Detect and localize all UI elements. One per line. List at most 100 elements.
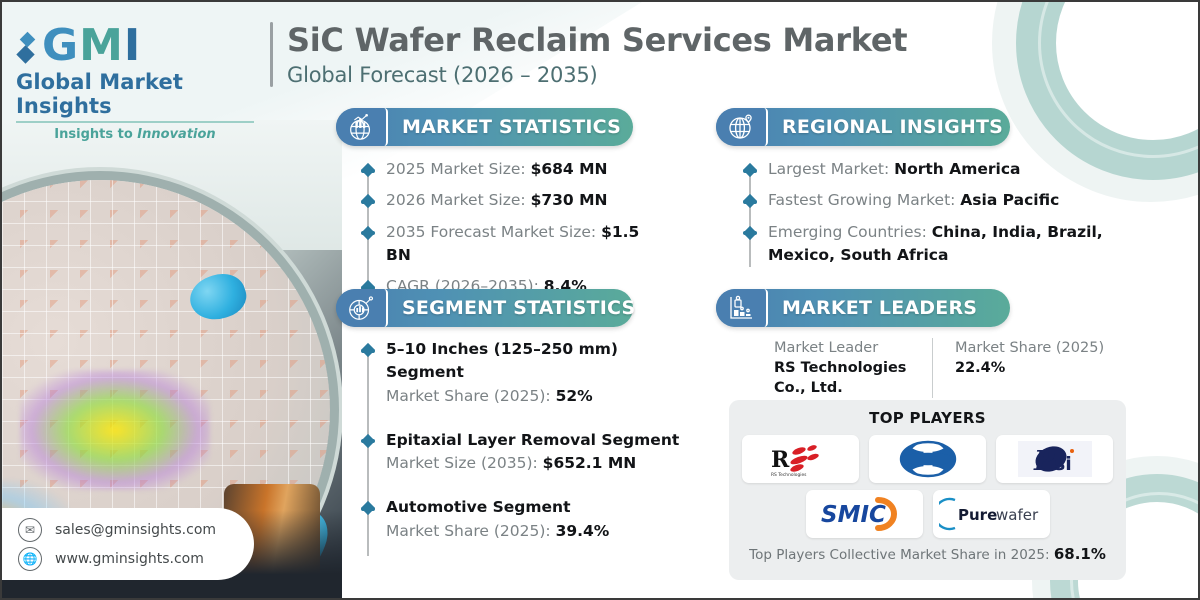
section-header-segment-statistics: SEGMENT STATISTICS (336, 289, 635, 327)
psi-logo[interactable]: P si (996, 435, 1113, 483)
regional-insights-list: Largest Market: North America Fastest Gr… (742, 158, 1122, 275)
item-value: China, India, Brazil, Mexico, South Afri… (768, 222, 1103, 264)
top-players-grid: R RS Technologies (729, 435, 1126, 538)
diamond-bullet-icon (360, 193, 376, 209)
svg-text:Pure: Pure (958, 506, 997, 524)
item-heading: 5–10 Inches (125–250 mm) Segment (386, 340, 618, 382)
list-item: Fastest Growing Market: Asia Pacific (742, 189, 1122, 212)
contact-email-row[interactable]: ✉ sales@gminsights.com (18, 517, 254, 542)
item-label: Fastest Growing Market: (768, 191, 961, 210)
gmi-logo-mark: G M I (16, 24, 266, 68)
diamond-bullet-icon (360, 162, 376, 178)
tagline-italic: Innovation (137, 127, 216, 142)
item-value: Asia Pacific (960, 191, 1060, 210)
section-header-market-statistics: MARKET STATISTICS (336, 108, 633, 146)
svg-text:wafer: wafer (996, 506, 1039, 524)
donut-chart-icon (336, 289, 388, 327)
item-label: 2035 Forecast Market Size: (386, 222, 602, 241)
section-header-regional-insights: REGIONAL INSIGHTS (716, 108, 1010, 146)
item-value: $730 MN (530, 191, 608, 210)
item-heading: Epitaxial Layer Removal Segment (386, 430, 680, 449)
svg-text:P: P (1033, 446, 1055, 477)
market-leader-name: RS Technologies Co., Ltd. (774, 360, 907, 396)
item-value: $684 MN (530, 160, 608, 178)
market-share-value: 22.4% (955, 360, 1006, 377)
contact-website-row[interactable]: 🌐 www.gminsights.com (18, 546, 254, 571)
timeline-rail (749, 166, 751, 267)
market-leader-summary: Market Leader RS Technologies Co., Ltd. … (774, 338, 1122, 399)
segment-statistics-list: 5–10 Inches (125–250 mm) Segment Market … (360, 338, 690, 564)
market-leader-column: Market Leader RS Technologies Co., Ltd. (774, 338, 914, 398)
contact-website[interactable]: www.gminsights.com (55, 550, 204, 567)
section-label: MARKET STATISTICS (402, 116, 622, 138)
logo-letter-i: I (123, 20, 140, 71)
market-share-caption: Market Share (2025) (955, 340, 1105, 356)
item-heading: Automotive Segment (386, 498, 571, 517)
diamond-bullet-icon (360, 433, 376, 449)
logo-letter-m: M (79, 20, 123, 71)
item-label: 2026 Market Size: (386, 191, 531, 210)
logo-divider (16, 121, 254, 123)
timeline-rail (367, 346, 369, 556)
list-item: Largest Market: North America (742, 158, 1122, 181)
wafer-iridescence-a (20, 370, 210, 490)
item-label: Largest Market: (768, 160, 895, 178)
purewafer-logo[interactable]: Pure wafer (932, 490, 1050, 538)
market-share-column: Market Share (2025) 22.4% (932, 338, 1122, 399)
envelope-icon: ✉ (18, 517, 42, 542)
contact-block: ✉ sales@gminsights.com 🌐 www.gminsights.… (2, 508, 254, 580)
collective-share-value: 68.1% (1053, 545, 1106, 563)
logo-letter-g: G (42, 20, 78, 71)
list-item: 2026 Market Size: $730 MN (360, 189, 660, 212)
title-accent-bar (270, 22, 273, 87)
svg-text:SMIC: SMIC (821, 502, 886, 528)
svg-text:si: si (1054, 453, 1072, 475)
item-label: Emerging Countries: (768, 222, 932, 241)
collective-share: Top Players Collective Market Share in 2… (729, 545, 1126, 563)
podium-icon (716, 289, 768, 327)
diamond-bullet-icon (742, 225, 758, 241)
list-item: 2035 Forecast Market Size: $1.5 BN (360, 221, 660, 268)
diamond-bullet-icon (360, 225, 376, 241)
item-value: 39.4% (555, 521, 610, 540)
list-item: Emerging Countries: China, India, Brazil… (742, 221, 1122, 268)
brand-name: Global Market Insights (16, 70, 183, 118)
item-value: $652.1 MN (542, 454, 637, 472)
top-players-title: TOP PLAYERS (869, 409, 986, 427)
section-label: MARKET LEADERS (782, 297, 978, 319)
top-players-row: SMIC Pure wafer (729, 490, 1126, 538)
market-leader-caption: Market Leader (774, 340, 879, 356)
diamond-bullet-icon (742, 162, 758, 178)
item-label: Market Size (2035): (386, 454, 543, 472)
top-players-card: TOP PLAYERS R RS Technologies (729, 400, 1126, 580)
page-subtitle: Global Forecast (2026 – 2035) (287, 62, 598, 87)
diamond-bullet-icon (742, 193, 758, 209)
section-header-market-leaders: MARKET LEADERS (716, 289, 1010, 327)
section-label: SEGMENT STATISTICS (402, 297, 636, 319)
smic-logo[interactable]: SMIC (805, 490, 923, 538)
globe-icon: 🌐 (18, 546, 42, 571)
page-title: SiC Wafer Reclaim Services Market (287, 21, 908, 59)
item-label: Market Share (2025): (386, 386, 556, 405)
item-label: Market Share (2025): (386, 521, 556, 540)
diamond-bullet-icon (360, 342, 376, 358)
rs-technologies-logo[interactable]: R RS Technologies (742, 435, 859, 483)
item-label: 2025 Market Size: (386, 160, 531, 178)
globe-pin-icon (716, 108, 768, 146)
globe-chart-icon (336, 108, 388, 146)
market-statistics-list: 2025 Market Size: $684 MN 2026 Market Si… (360, 158, 660, 306)
top-players-row: R RS Technologies (729, 435, 1126, 483)
item-value: North America (894, 160, 1021, 178)
item-value: $1.5 BN (386, 222, 640, 264)
contact-email[interactable]: sales@gminsights.com (55, 521, 217, 538)
hitachi-ellipse-logo[interactable] (869, 435, 986, 483)
list-item: 5–10 Inches (125–250 mm) Segment Market … (360, 338, 690, 408)
brand-tagline: Insights to Innovation (16, 127, 254, 142)
svg-text:R: R (771, 447, 790, 473)
list-item: 2025 Market Size: $684 MN (360, 158, 660, 181)
brand-logo: G M I Global Market Insights Insights to… (16, 24, 266, 142)
diamond-bullet-icon (360, 500, 376, 516)
section-label: REGIONAL INSIGHTS (782, 116, 1004, 138)
header-block: SiC Wafer Reclaim Services Market Global… (270, 21, 908, 87)
